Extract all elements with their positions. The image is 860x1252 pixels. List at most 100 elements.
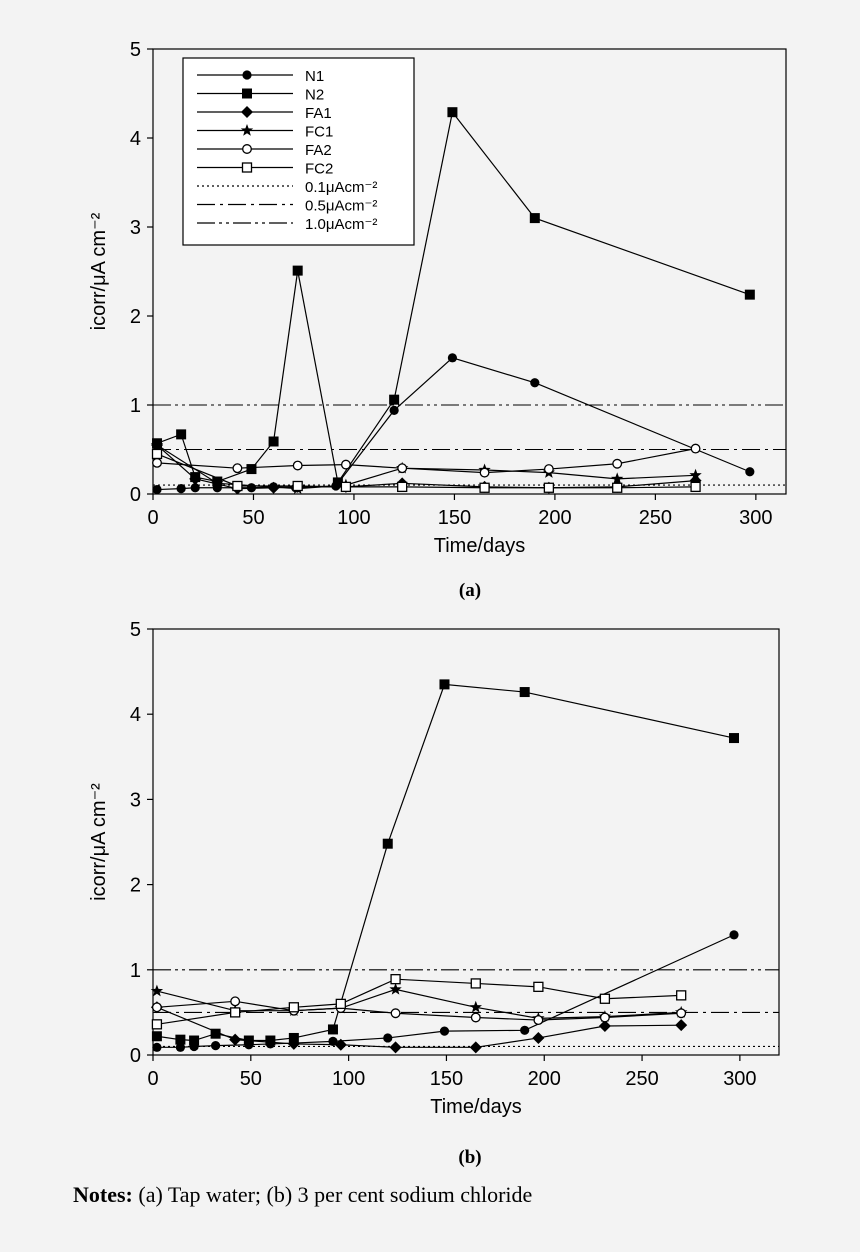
data-point	[470, 978, 481, 989]
data-point	[232, 463, 243, 474]
series-fc2	[151, 974, 687, 1030]
data-point	[611, 472, 624, 485]
y-tick-label: 3	[130, 217, 141, 239]
series-n1	[152, 930, 739, 1052]
data-point	[599, 1012, 610, 1023]
data-point	[292, 265, 303, 276]
data-point	[598, 1020, 611, 1033]
data-point	[397, 463, 408, 474]
notes-text: (a) Tap water; (b) 3 per cent sodium chl…	[138, 1182, 533, 1207]
x-tick-label: 100	[332, 1068, 365, 1090]
data-point	[230, 1007, 241, 1018]
data-point	[447, 107, 458, 118]
data-point	[439, 1026, 450, 1036]
data-point	[470, 1012, 481, 1023]
x-tick-label: 50	[240, 1068, 262, 1090]
data-point	[389, 405, 399, 415]
data-point	[151, 1002, 162, 1013]
x-tick-label: 200	[528, 1068, 561, 1090]
data-point	[519, 687, 530, 698]
data-point	[530, 378, 540, 388]
legend-label: 0.1μAcm⁻²	[305, 179, 377, 196]
legend-box	[182, 57, 415, 246]
data-point	[328, 1036, 338, 1046]
data-point	[389, 1041, 402, 1054]
y-tick-label: 1	[130, 960, 141, 982]
y-tick-label: 4	[130, 128, 141, 150]
legend-label: N1	[305, 68, 324, 85]
data-point	[327, 1024, 338, 1035]
series-fc2	[151, 448, 701, 493]
data-point	[246, 464, 257, 475]
x-tick-label: 0	[147, 507, 158, 529]
legend-marker	[240, 124, 254, 136]
data-point	[287, 1037, 300, 1050]
legend-marker	[242, 70, 252, 80]
data-point	[175, 1034, 186, 1045]
legend-label: N2	[305, 87, 324, 104]
data-point	[529, 213, 540, 224]
data-point	[479, 482, 490, 493]
y-tick-label: 5	[130, 619, 141, 641]
data-point	[152, 484, 162, 495]
data-point	[190, 483, 200, 493]
legend-label: FC1	[305, 124, 333, 141]
y-tick-label: 0	[130, 1045, 141, 1067]
y-tick-label: 1	[130, 395, 141, 417]
data-point	[334, 1038, 347, 1051]
data-point	[150, 984, 164, 997]
figure-notes: Notes: (a) Tap water; (b) 3 per cent sod…	[73, 1182, 532, 1208]
data-point	[533, 1015, 544, 1026]
data-point	[230, 996, 241, 1007]
data-point	[676, 1008, 687, 1019]
legend-label: 1.0μAcm⁻²	[305, 216, 377, 233]
data-point	[382, 838, 393, 849]
data-point	[543, 464, 554, 475]
legend-label: FA2	[305, 142, 332, 159]
data-point	[189, 1035, 200, 1046]
legend-marker	[242, 144, 252, 154]
data-point	[176, 429, 187, 440]
x-tick-label: 50	[242, 507, 264, 529]
data-point	[520, 1025, 530, 1035]
y-tick-label: 2	[130, 306, 141, 328]
data-point	[175, 1042, 185, 1052]
x-tick-label: 200	[538, 507, 571, 529]
data-point	[397, 481, 408, 493]
panel-label: (a)	[459, 580, 481, 601]
y-axis-label: icorr/μA cm⁻²	[88, 783, 110, 901]
data-point	[229, 1033, 242, 1046]
x-tick-label: 300	[723, 1068, 756, 1090]
data-point	[745, 467, 755, 477]
data-point	[267, 481, 280, 494]
series-line	[156, 110, 751, 484]
legend-label: FA1	[305, 105, 332, 122]
plot-frame	[152, 628, 780, 1056]
data-point	[332, 477, 343, 488]
data-point	[265, 1035, 276, 1046]
data-point	[189, 472, 202, 485]
legend-marker	[242, 88, 252, 99]
data-point	[152, 457, 162, 468]
series-fa2	[152, 443, 701, 478]
data-point	[151, 448, 163, 460]
data-point	[210, 1028, 221, 1039]
data-point	[676, 990, 687, 1001]
data-point	[729, 930, 739, 940]
x-tick-label: 150	[430, 1068, 463, 1090]
data-point	[690, 443, 701, 454]
legend-marker	[241, 106, 253, 118]
panel-label: (b)	[458, 1147, 481, 1168]
data-point	[151, 1019, 163, 1030]
data-point	[390, 1008, 401, 1019]
y-axis-label: icorr/μA cm⁻²	[88, 212, 110, 330]
data-point	[532, 1031, 545, 1044]
legend-label: FC2	[305, 161, 333, 178]
data-point	[447, 353, 458, 363]
data-point	[232, 480, 243, 492]
data-point	[292, 480, 303, 492]
x-axis-label: Time/days	[430, 1096, 522, 1118]
data-point	[390, 974, 401, 985]
data-point	[612, 458, 623, 469]
